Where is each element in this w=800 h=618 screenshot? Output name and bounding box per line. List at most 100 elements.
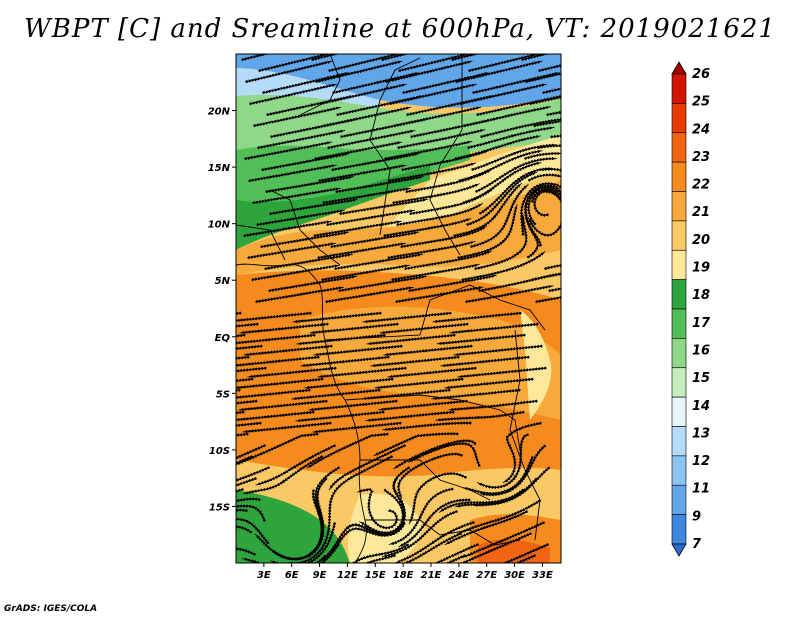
streamlines [197,48,596,563]
colorbar-label: 21 [692,205,710,220]
streamline-arrow [414,382,423,386]
x-tick-label: 3E [257,570,271,581]
streamline-arrow [296,292,305,297]
latitude-axis: 20N 15N 10N 5N EQ 5S 10S 15S [208,107,236,513]
streamline-arrow [422,423,431,428]
colorbar-swatch [671,514,687,545]
streamline [543,258,561,271]
streamline-arrow [292,270,301,275]
streamline-arrow [422,48,428,49]
streamline-arrow [587,106,593,107]
streamline [236,504,267,524]
streamline-arrow [352,48,358,49]
streamline-arrow [506,292,515,296]
streamline-arrow [516,103,525,107]
streamline-arrow [442,159,451,164]
streamline-arrow [225,483,231,485]
colorbar-swatch [671,103,687,134]
streamline-arrow [288,248,297,253]
colorbar-label: 26 [692,67,710,82]
streamline-arrow [376,103,385,107]
streamline-arrow [438,137,447,141]
colorbar-label: 16 [692,343,710,358]
streamline-arrow [278,404,287,408]
colorbar: 26 25 24 23 22 21 20 19 18 17 16 15 14 13 12 11 9 7 [671,61,711,557]
chart-title: WBPT [C] and Sreamline at 600hPa, VT: 20… [24,14,776,44]
streamline-arrow [379,281,388,286]
y-tick-label: 10N [208,220,231,231]
streamline-arrow [503,114,512,118]
streamline-arrow [197,416,203,417]
streamline [240,54,328,62]
map-frame [235,53,562,564]
streamline-arrow [219,372,225,373]
streamline-arrow [501,268,510,272]
streamline [236,497,262,524]
streamline-arrow [282,426,291,430]
streamline-arrow [381,126,389,130]
y-tick-label: 20N [208,107,231,118]
colorbar-label: 9 [692,509,701,524]
streamline-arrow [449,281,458,286]
streamline [236,546,257,563]
streamline-arrow [574,118,580,119]
streamline-arrow [493,349,502,353]
streamline-arrow [335,415,344,419]
y-tick-label: 15N [208,163,231,174]
streamline-arrow [366,292,375,297]
streamline [236,410,246,423]
streamline [534,286,561,304]
streamline-arrow [262,316,271,320]
colorbar-swatch [671,279,687,310]
streamline-arrow [512,81,521,85]
colorbar-label: 18 [692,288,710,303]
streamline-arrow [311,126,319,130]
streamline-arrow [427,371,436,375]
streamline-arrow [572,272,578,273]
streamline-arrow [446,103,455,107]
streamline-arrow [410,360,419,364]
y-tick-label: 5S [216,389,230,400]
streamline-arrow [202,361,208,362]
streamline-arrow [306,182,315,186]
streamline-arrow [405,414,414,418]
colorbar-swatch [671,484,687,515]
streamline-arrow [568,179,573,182]
colorbar-swatch [671,367,687,398]
streamline [454,553,537,563]
streamline [236,508,249,537]
streamline [315,553,397,563]
streamline-arrow [358,248,367,253]
colorbar-min-arrow [671,543,687,557]
streamline-arrow [297,215,306,220]
streamline [242,554,327,563]
streamline-arrow [441,237,450,241]
streamline-arrow [215,350,221,351]
streamline-arrow [266,338,275,342]
colorbar-label: 23 [692,150,710,165]
streamline-arrow [401,393,410,397]
streamline [236,443,267,481]
y-tick-label: EQ [215,333,231,344]
grads-credit: GrADS: IGES/COLA [4,604,98,614]
colorbar-label: 14 [692,399,710,414]
streamline-arrow [562,48,568,49]
streamline-arrow [355,148,364,152]
streamline-arrow [590,284,596,285]
longitude-axis: 3E 6E 9E 12E 15E 18E 21E 24E 27E 30E 33E [257,563,553,581]
x-tick-label: 15E [365,570,386,581]
streamline-arrow [285,148,294,152]
country-borders [236,54,546,563]
streamline-arrow [570,94,576,95]
streamline-arrow [209,472,215,474]
colorbar-label: 24 [692,122,710,137]
streamline-arrow [406,338,415,342]
streamline-arrow [289,171,298,175]
streamline-arrow [302,160,311,164]
streamline-arrow [444,444,453,448]
streamline-arrow [471,393,480,397]
streamline-arrow [367,215,376,220]
streamline-arrow [372,160,381,164]
streamline-arrow [202,518,208,520]
